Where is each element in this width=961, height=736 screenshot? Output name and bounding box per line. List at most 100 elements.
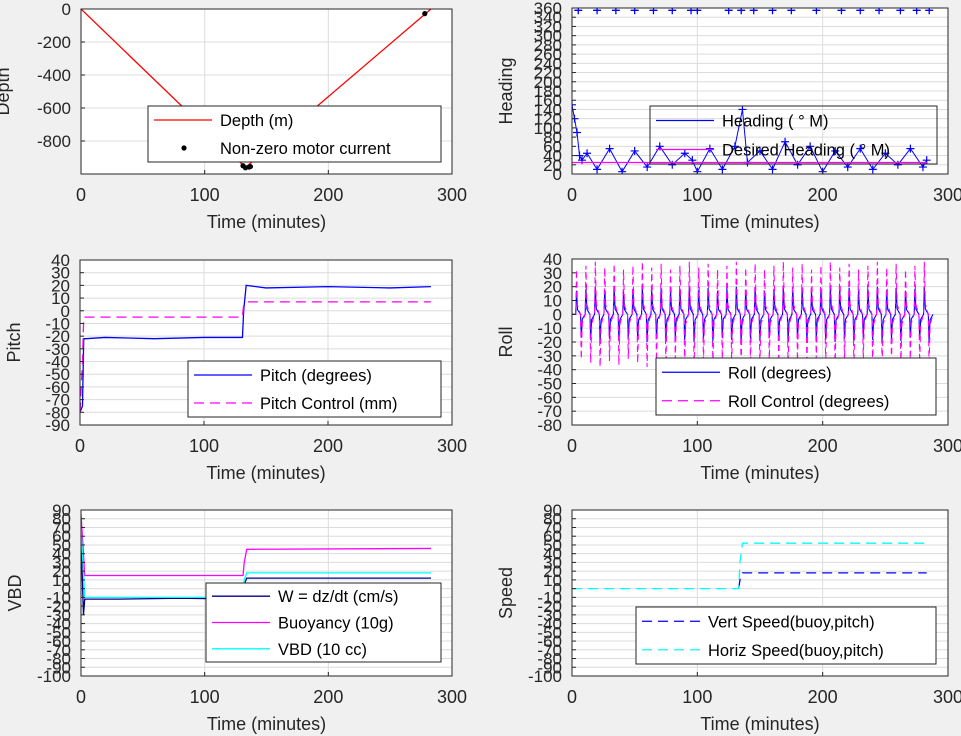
y-tick-label: 40 (543, 545, 562, 564)
legend: W = dz/dt (cm/s) Buoyancy (10g) VBD (10 cc… (205, 582, 442, 663)
y-tick-label: -90 (537, 658, 562, 677)
series-line (572, 542, 927, 590)
x-tick-label: 100 (682, 687, 712, 707)
y-tick-label: -60 (537, 632, 562, 651)
series-0 (81, 536, 431, 615)
data-point (668, 8, 677, 15)
y-tick-label: 60 (52, 527, 71, 546)
data-point (768, 8, 777, 15)
y-tick-label: -40 (45, 353, 70, 372)
x-axis-label: Time (minutes) (700, 212, 819, 232)
y-tick-label: -20 (537, 597, 562, 616)
data-point (738, 105, 747, 114)
data-point (730, 142, 739, 151)
legend-label: Pitch Control (mm) (260, 395, 398, 413)
legend-label: Roll Control (degrees) (728, 393, 889, 411)
y-tick-label: 30 (52, 553, 71, 572)
y-tick-label: 320 (534, 17, 562, 36)
y-axis-label: VBD (5, 574, 25, 611)
y-tick-label: 220 (534, 64, 562, 83)
data-point (837, 8, 846, 15)
y-tick-label: -30 (537, 347, 562, 366)
y-tick-label: 0 (62, 0, 71, 19)
y-tick-label: 0 (553, 165, 562, 184)
y-axis-label: Pitch (4, 322, 24, 362)
y-tick-label: -100 (37, 667, 71, 686)
chart-speed: 0 100 200 3009080706050403020100-10-20-30-4… (496, 501, 961, 734)
data-point (812, 8, 821, 15)
y-tick-label: -40 (537, 615, 562, 634)
data-point (856, 144, 865, 153)
y-tick-label: -400 (37, 66, 71, 85)
y-tick-label: 280 (534, 36, 562, 55)
y-tick-label: -80 (537, 650, 562, 669)
y-tick-label: 10 (543, 571, 562, 590)
data-point (768, 165, 777, 174)
y-tick-label: 180 (534, 82, 562, 101)
y-tick-label: 80 (543, 128, 562, 147)
y-tick-label: -70 (537, 402, 562, 421)
x-tick-label: 300 (437, 185, 467, 205)
data-point (806, 142, 815, 151)
y-tick-label: 40 (543, 147, 562, 166)
x-tick-label: 100 (190, 185, 220, 205)
y-tick-label: 60 (543, 527, 562, 546)
x-tick-label: 0 (76, 185, 86, 205)
data-point (724, 8, 733, 15)
series-2 (81, 527, 431, 599)
y-tick-label: -200 (37, 33, 71, 52)
x-tick-label: 0 (567, 185, 577, 205)
series-line (738, 572, 927, 589)
legend: Pitch (degrees) Pitch Control (mm) (187, 360, 442, 418)
data-point (831, 146, 840, 155)
data-point (611, 8, 620, 15)
series-line (81, 536, 431, 615)
x-tick-label: 200 (808, 436, 838, 456)
y-tick-label: -80 (45, 403, 70, 422)
legend-box (635, 606, 937, 665)
y-tick-label: 20 (52, 562, 71, 581)
legend-box (147, 105, 442, 163)
y-tick-label: -100 (528, 667, 562, 686)
y-tick-label: 360 (534, 0, 562, 18)
legend-label: Non-zero motor current (220, 140, 391, 158)
y-tick-label: 50 (52, 536, 71, 555)
data-point (925, 8, 934, 15)
y-tick-label: -10 (46, 588, 71, 607)
y-tick-label: -50 (46, 623, 71, 642)
data-point (574, 8, 583, 15)
x-axis-label: Time (minutes) (700, 463, 819, 483)
legend-box (655, 357, 937, 416)
plot-group (572, 261, 934, 367)
y-tick-label: 200 (534, 73, 562, 92)
chart-depth: 0 100 200 300 0 -200 -400 -600 -800 Time (minutes… (0, 0, 467, 232)
data-point (575, 151, 584, 160)
y-tick-label: 70 (543, 518, 562, 537)
chart-pitch: 0 100 200 300403020100-10-20-30-40-50-60-70… (4, 251, 467, 483)
y-tick-label: 10 (543, 292, 562, 311)
data-point (875, 8, 884, 15)
y-tick-label: 140 (534, 100, 562, 119)
series-line (81, 527, 431, 599)
data-point (693, 8, 702, 15)
x-tick-label: 300 (933, 687, 961, 707)
x-tick-label: 200 (808, 687, 838, 707)
data-point (583, 149, 592, 158)
y-tick-label: 30 (543, 553, 562, 572)
y-tick-label: -60 (45, 378, 70, 397)
x-tick-label: 200 (808, 185, 838, 205)
data-point (618, 167, 627, 174)
data-point (605, 144, 614, 153)
x-tick-label: 0 (567, 436, 577, 456)
y-tick-label: 90 (52, 501, 71, 520)
y-tick-label: -50 (537, 375, 562, 394)
y-tick-label: 20 (51, 276, 70, 295)
y-tick-label: 60 (543, 137, 562, 156)
data-point (756, 146, 764, 155)
x-tick-label: 300 (933, 436, 961, 456)
y-tick-label: -30 (46, 606, 71, 625)
data-point (247, 163, 254, 170)
y-tick-label: 90 (543, 501, 562, 520)
legend: Vert Speed(buoy,pitch) Horiz Speed(buoy,p… (635, 606, 937, 665)
data-point (896, 8, 905, 15)
